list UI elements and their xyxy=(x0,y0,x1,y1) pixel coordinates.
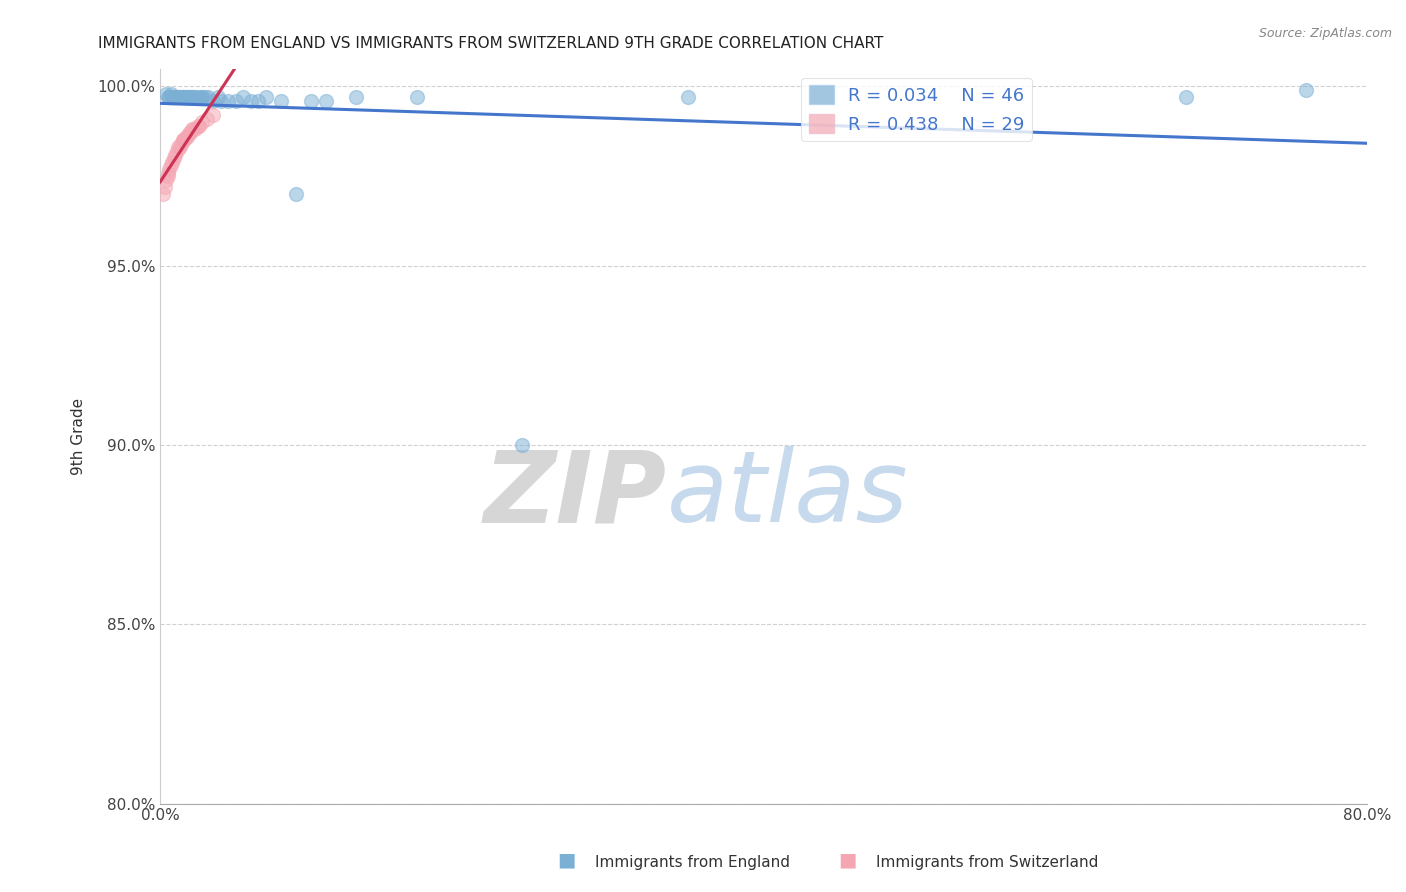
Point xyxy=(152,187,174,202)
Text: Source: ZipAtlas.com: Source: ZipAtlas.com xyxy=(1258,27,1392,40)
Point xyxy=(165,90,187,104)
Text: ■: ■ xyxy=(558,851,576,870)
Point xyxy=(172,90,194,104)
Point xyxy=(170,90,193,104)
Point xyxy=(174,129,197,144)
Point xyxy=(172,133,194,147)
Point xyxy=(510,438,533,452)
Point xyxy=(176,90,198,104)
Text: atlas: atlas xyxy=(666,446,908,543)
Point xyxy=(155,87,177,101)
Text: Immigrants from Switzerland: Immigrants from Switzerland xyxy=(876,855,1098,870)
Text: IMMIGRANTS FROM ENGLAND VS IMMIGRANTS FROM SWITZERLAND 9TH GRADE CORRELATION CHA: IMMIGRANTS FROM ENGLAND VS IMMIGRANTS FR… xyxy=(98,36,884,51)
Point xyxy=(405,90,427,104)
Point xyxy=(191,90,214,104)
Point xyxy=(201,108,224,122)
Point xyxy=(1174,90,1197,104)
Point xyxy=(225,94,247,108)
Point xyxy=(167,140,190,154)
Point xyxy=(157,90,180,104)
Point xyxy=(172,90,194,104)
Point xyxy=(284,187,307,202)
Point xyxy=(163,151,186,165)
Point xyxy=(174,90,197,104)
Point xyxy=(232,90,254,104)
Point xyxy=(194,90,217,104)
Point xyxy=(163,90,186,104)
Point xyxy=(176,129,198,144)
Point xyxy=(170,136,193,151)
Point xyxy=(157,161,180,176)
Point xyxy=(315,94,337,108)
Point xyxy=(254,90,277,104)
Point xyxy=(173,90,195,104)
Point xyxy=(179,126,201,140)
Point xyxy=(207,90,229,104)
Point xyxy=(270,94,292,108)
Point xyxy=(239,94,262,108)
Point xyxy=(187,90,209,104)
Point xyxy=(172,133,194,147)
Point xyxy=(344,90,367,104)
Point xyxy=(159,87,181,101)
Point xyxy=(183,90,205,104)
Point xyxy=(156,90,179,104)
Point xyxy=(188,119,211,133)
Point xyxy=(155,172,177,186)
Text: ZIP: ZIP xyxy=(484,446,666,543)
Point xyxy=(676,90,699,104)
Point xyxy=(173,133,195,147)
Text: ■: ■ xyxy=(839,851,858,870)
Point xyxy=(162,90,184,104)
Point xyxy=(169,90,191,104)
Point xyxy=(177,90,200,104)
Point xyxy=(167,90,190,104)
Point xyxy=(190,90,212,104)
Point xyxy=(166,90,188,104)
Point xyxy=(165,147,187,161)
Point xyxy=(191,115,214,129)
Point xyxy=(209,94,232,108)
Point xyxy=(183,122,205,136)
Legend: R = 0.034    N = 46, R = 0.438    N = 29: R = 0.034 N = 46, R = 0.438 N = 29 xyxy=(801,78,1032,141)
Point xyxy=(156,165,179,179)
Point xyxy=(184,122,207,136)
Point xyxy=(153,179,176,194)
Point xyxy=(1295,83,1317,97)
Point xyxy=(180,122,202,136)
Point xyxy=(201,94,224,108)
Point xyxy=(166,144,188,158)
Point xyxy=(299,94,322,108)
Point xyxy=(156,169,179,183)
Point xyxy=(177,126,200,140)
Point xyxy=(169,140,191,154)
Point xyxy=(195,112,218,126)
Point xyxy=(162,154,184,169)
Point xyxy=(165,90,187,104)
Point xyxy=(217,94,239,108)
Point xyxy=(247,94,270,108)
Point xyxy=(179,90,201,104)
Text: Immigrants from England: Immigrants from England xyxy=(595,855,790,870)
Point xyxy=(197,90,219,104)
Point xyxy=(180,90,202,104)
Point xyxy=(184,90,207,104)
Y-axis label: 9th Grade: 9th Grade xyxy=(72,398,86,475)
Point xyxy=(187,119,209,133)
Point xyxy=(159,158,181,172)
